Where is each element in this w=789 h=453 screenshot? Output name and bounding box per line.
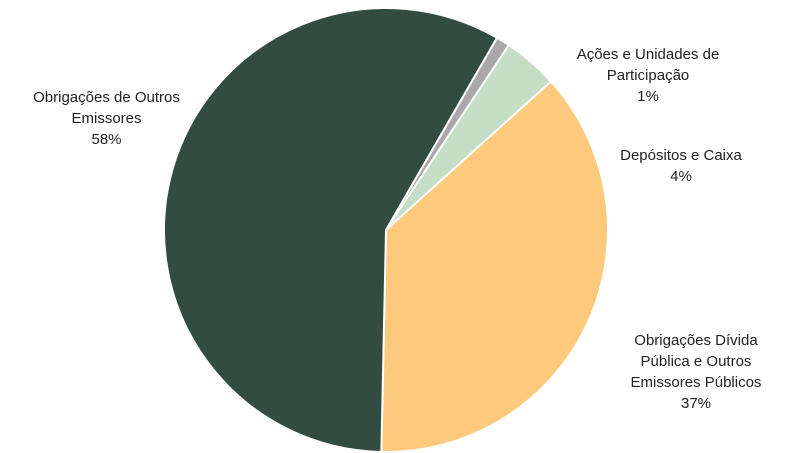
label-depositos-line-1: Depósitos e Caixa bbox=[620, 147, 742, 164]
label-acoes-value: 1% bbox=[637, 88, 659, 105]
label-obrigacoes-divida-publica: Obrigações Dívida Pública e Outros Emiss… bbox=[611, 330, 781, 414]
label-acoes-unidades-participacao: Ações e Unidades de Participação 1% bbox=[548, 44, 748, 107]
pie-slice-3 bbox=[163, 7, 498, 453]
label-acoes-line-2: Participação bbox=[606, 67, 690, 84]
label-divida-value: 37% bbox=[680, 395, 712, 412]
label-obrigacoes-outros-emissores: Obrigações de Outros Emissores 58% bbox=[4, 87, 209, 150]
label-divida-line-3: Emissores Públicos bbox=[630, 374, 762, 391]
label-divida-line-1: Obrigações Dívida bbox=[634, 332, 758, 349]
label-outros-line-1: Obrigações de Outros bbox=[33, 89, 180, 106]
label-outros-value: 58% bbox=[91, 131, 122, 148]
pie-slice-2 bbox=[380, 80, 609, 453]
label-depositos-value: 4% bbox=[670, 168, 692, 185]
pie-slices bbox=[163, 7, 609, 453]
label-outros-line-2: Emissores bbox=[71, 110, 142, 127]
label-depositos-caixa: Depósitos e Caixa 4% bbox=[596, 145, 766, 187]
label-acoes-line-1: Ações e Unidades de bbox=[576, 46, 720, 63]
label-divida-line-2: Pública e Outros bbox=[640, 353, 752, 370]
